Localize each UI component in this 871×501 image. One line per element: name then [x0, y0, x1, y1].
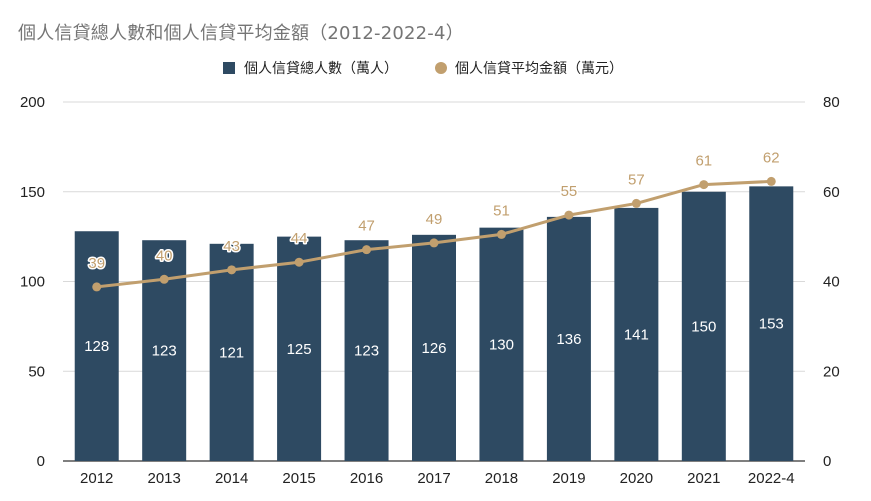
x-tick-label: 2022-4 [748, 470, 795, 487]
line-value-label: 40 [156, 247, 173, 264]
bar-value-label: 126 [421, 340, 446, 357]
line-value-label: 62 [763, 149, 780, 166]
line-value-label: 47 [358, 218, 375, 235]
line-value-label: 57 [628, 171, 645, 188]
y-right-tick-label: 40 [823, 274, 840, 291]
x-tick-label: 2020 [620, 470, 653, 487]
bar-value-label: 141 [624, 326, 649, 343]
y-left-tick-label: 150 [20, 184, 45, 201]
bar-value-label: 123 [354, 343, 379, 360]
line-value-label: 55 [561, 183, 578, 200]
line-value-label: 49 [426, 211, 443, 228]
chart-title: 個人信貸總人數和個人信貸平均金額（2012-2022-4） [18, 23, 464, 44]
y-left-tick-label: 0 [37, 453, 45, 470]
bar-value-label: 153 [759, 316, 784, 333]
line-point[interactable] [564, 210, 574, 220]
bar-value-label: 130 [489, 336, 514, 353]
bar[interactable] [277, 236, 322, 461]
y-right-tick-label: 20 [823, 363, 840, 380]
y-right-tick-label: 80 [823, 94, 840, 111]
y-left-tick-label: 100 [20, 274, 45, 291]
legend-line-swatch [435, 62, 447, 74]
line-point[interactable] [631, 198, 641, 208]
bar[interactable] [546, 216, 591, 461]
bar[interactable] [681, 191, 726, 461]
line-point[interactable] [159, 274, 169, 284]
bar-value-label: 128 [84, 338, 109, 355]
legend-line-label: 個人信貸平均金額（萬元） [455, 61, 623, 77]
line-point[interactable] [227, 265, 237, 275]
bar[interactable] [749, 186, 794, 462]
x-tick-label: 2021 [687, 470, 720, 487]
x-tick-label: 2017 [417, 470, 450, 487]
line-value-label: 39 [88, 255, 105, 272]
line-point[interactable] [699, 180, 709, 190]
bar[interactable] [479, 227, 524, 461]
bar-value-label: 121 [219, 344, 244, 361]
x-tick-label: 2012 [80, 470, 113, 487]
line-value-label: 44 [291, 230, 308, 247]
bar-value-label: 136 [556, 331, 581, 348]
bar-value-label: 150 [691, 318, 716, 335]
y-left-tick-label: 200 [20, 94, 45, 111]
bar[interactable] [614, 207, 659, 461]
bar[interactable] [344, 240, 389, 461]
x-tick-label: 2014 [215, 470, 248, 487]
y-right-tick-label: 0 [823, 453, 831, 470]
legend-bar-swatch [223, 62, 235, 74]
line-point[interactable] [294, 257, 304, 267]
line-point[interactable] [92, 282, 102, 292]
line-value-label: 43 [223, 238, 240, 255]
bar[interactable] [74, 231, 119, 461]
legend-bar-label: 個人信貸總人數（萬人） [244, 60, 398, 77]
bar-value-label: 123 [152, 343, 177, 360]
bar-value-label: 125 [287, 341, 312, 358]
line-value-label: 61 [695, 153, 712, 170]
x-tick-label: 2013 [147, 470, 180, 487]
bar[interactable] [412, 234, 456, 461]
x-tick-label: 2018 [485, 470, 518, 487]
x-tick-label: 2016 [350, 470, 383, 487]
y-left-tick-label: 50 [28, 363, 45, 380]
line-point[interactable] [429, 238, 439, 248]
y-right-tick-label: 60 [823, 184, 840, 201]
x-tick-label: 2015 [282, 470, 315, 487]
bar[interactable] [209, 243, 254, 461]
x-tick-label: 2019 [552, 470, 585, 487]
line-point[interactable] [496, 229, 506, 239]
line-point[interactable] [362, 245, 372, 255]
line-value-label: 51 [493, 202, 510, 219]
line-point[interactable] [766, 176, 776, 186]
